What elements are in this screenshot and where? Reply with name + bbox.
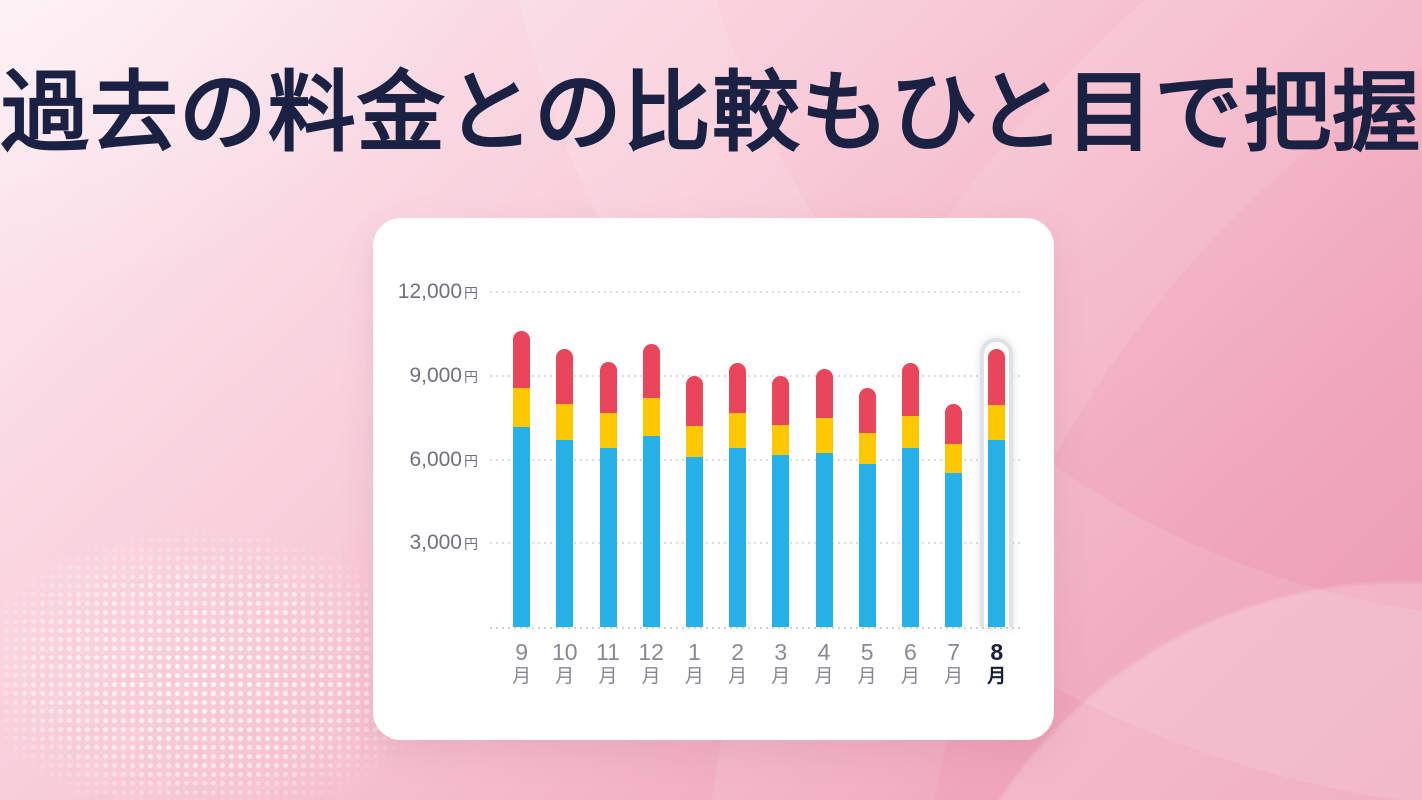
- bar-month-3[interactable]: [772, 375, 790, 627]
- yellow-segment: [945, 444, 963, 474]
- red-segment: [901, 363, 919, 417]
- x-axis-baseline: [490, 627, 1020, 629]
- bar-month-12[interactable]: [642, 343, 660, 627]
- yen-unit: 円: [464, 536, 478, 553]
- month-suffix: 月: [555, 666, 575, 687]
- blue-segment: [901, 448, 919, 627]
- blue-segment: [988, 439, 1006, 627]
- bar-month-9[interactable]: [513, 331, 531, 627]
- yen-unit: 円: [464, 452, 478, 469]
- bar-month-1[interactable]: [685, 375, 703, 627]
- bar-month-7[interactable]: [945, 403, 963, 627]
- red-segment: [858, 388, 876, 433]
- red-segment: [642, 343, 660, 399]
- yen-unit: 円: [464, 368, 478, 385]
- blue-segment: [685, 456, 703, 627]
- blue-segment: [642, 435, 660, 627]
- yellow-segment: [858, 432, 876, 464]
- month-label-12[interactable]: 12 月: [629, 640, 673, 689]
- yellow-segment: [556, 403, 574, 440]
- red-segment: [556, 349, 574, 404]
- yen-unit: 円: [464, 285, 478, 301]
- grid-line: [490, 458, 1020, 461]
- red-segment: [815, 368, 833, 418]
- chart-card: 12,000 円 9,000 円 6,000 円 3,000 円 9 月 10 月 11 月 12 月 1 月 2 月…: [373, 218, 1054, 740]
- grid-line: [490, 542, 1020, 545]
- blue-segment: [729, 448, 747, 627]
- bar-month-10[interactable]: [556, 349, 574, 627]
- month-suffix: 月: [728, 666, 748, 687]
- month-suffix: 月: [857, 666, 877, 687]
- month-suffix: 月: [944, 666, 964, 687]
- month-suffix: 月: [987, 666, 1007, 687]
- month-suffix: 月: [900, 666, 920, 687]
- month-suffix: 月: [684, 666, 704, 687]
- red-segment: [988, 349, 1006, 406]
- red-segment: [729, 363, 747, 414]
- blue-segment: [556, 439, 574, 627]
- red-segment: [599, 361, 617, 414]
- blue-segment: [815, 452, 833, 627]
- grid-line: [490, 291, 1020, 293]
- bar-month-2[interactable]: [729, 363, 747, 627]
- yellow-segment: [599, 413, 617, 449]
- yellow-segment: [772, 424, 790, 456]
- red-segment: [685, 375, 703, 426]
- bar-month-5[interactable]: [858, 388, 876, 627]
- yellow-segment: [815, 417, 833, 453]
- red-segment: [945, 403, 963, 445]
- y-axis-label: 3,000 円: [409, 531, 478, 555]
- yellow-segment: [729, 413, 747, 449]
- month-suffix: 月: [771, 666, 791, 687]
- month-suffix: 月: [814, 666, 834, 687]
- month-suffix: 月: [641, 666, 661, 687]
- bar-month-11[interactable]: [599, 361, 617, 627]
- red-segment: [513, 331, 531, 389]
- yellow-segment: [901, 416, 919, 449]
- yellow-segment: [685, 426, 703, 457]
- bar-month-4[interactable]: [815, 368, 833, 627]
- blue-segment: [513, 427, 531, 627]
- blue-segment: [772, 455, 790, 627]
- y-axis-label: 6,000 円: [409, 447, 478, 471]
- monthly-cost-bar-chart: 12,000 円 9,000 円 6,000 円 3,000 円 9 月 10 月 11 月 12 月 1 月 2 月…: [373, 218, 1054, 740]
- bar-month-6[interactable]: [901, 363, 919, 627]
- y-axis-label: 9,000 円: [409, 363, 478, 387]
- yellow-segment: [642, 398, 660, 436]
- grid-line: [490, 374, 1020, 377]
- bar-month-8[interactable]: [988, 349, 1006, 627]
- yellow-segment: [988, 405, 1006, 440]
- month-label-11[interactable]: 11 月: [586, 640, 630, 689]
- month-label-10[interactable]: 10 月: [543, 640, 587, 689]
- month-suffix: 月: [598, 666, 618, 687]
- month-suffix: 月: [512, 666, 532, 687]
- yellow-segment: [513, 388, 531, 428]
- red-segment: [772, 375, 790, 425]
- headline: 過去の料金との比較もひと目で把握: [0, 63, 1422, 162]
- blue-segment: [945, 473, 963, 627]
- y-axis-label: 12,000 円: [397, 280, 478, 303]
- blue-segment: [858, 463, 876, 627]
- blue-segment: [599, 448, 617, 627]
